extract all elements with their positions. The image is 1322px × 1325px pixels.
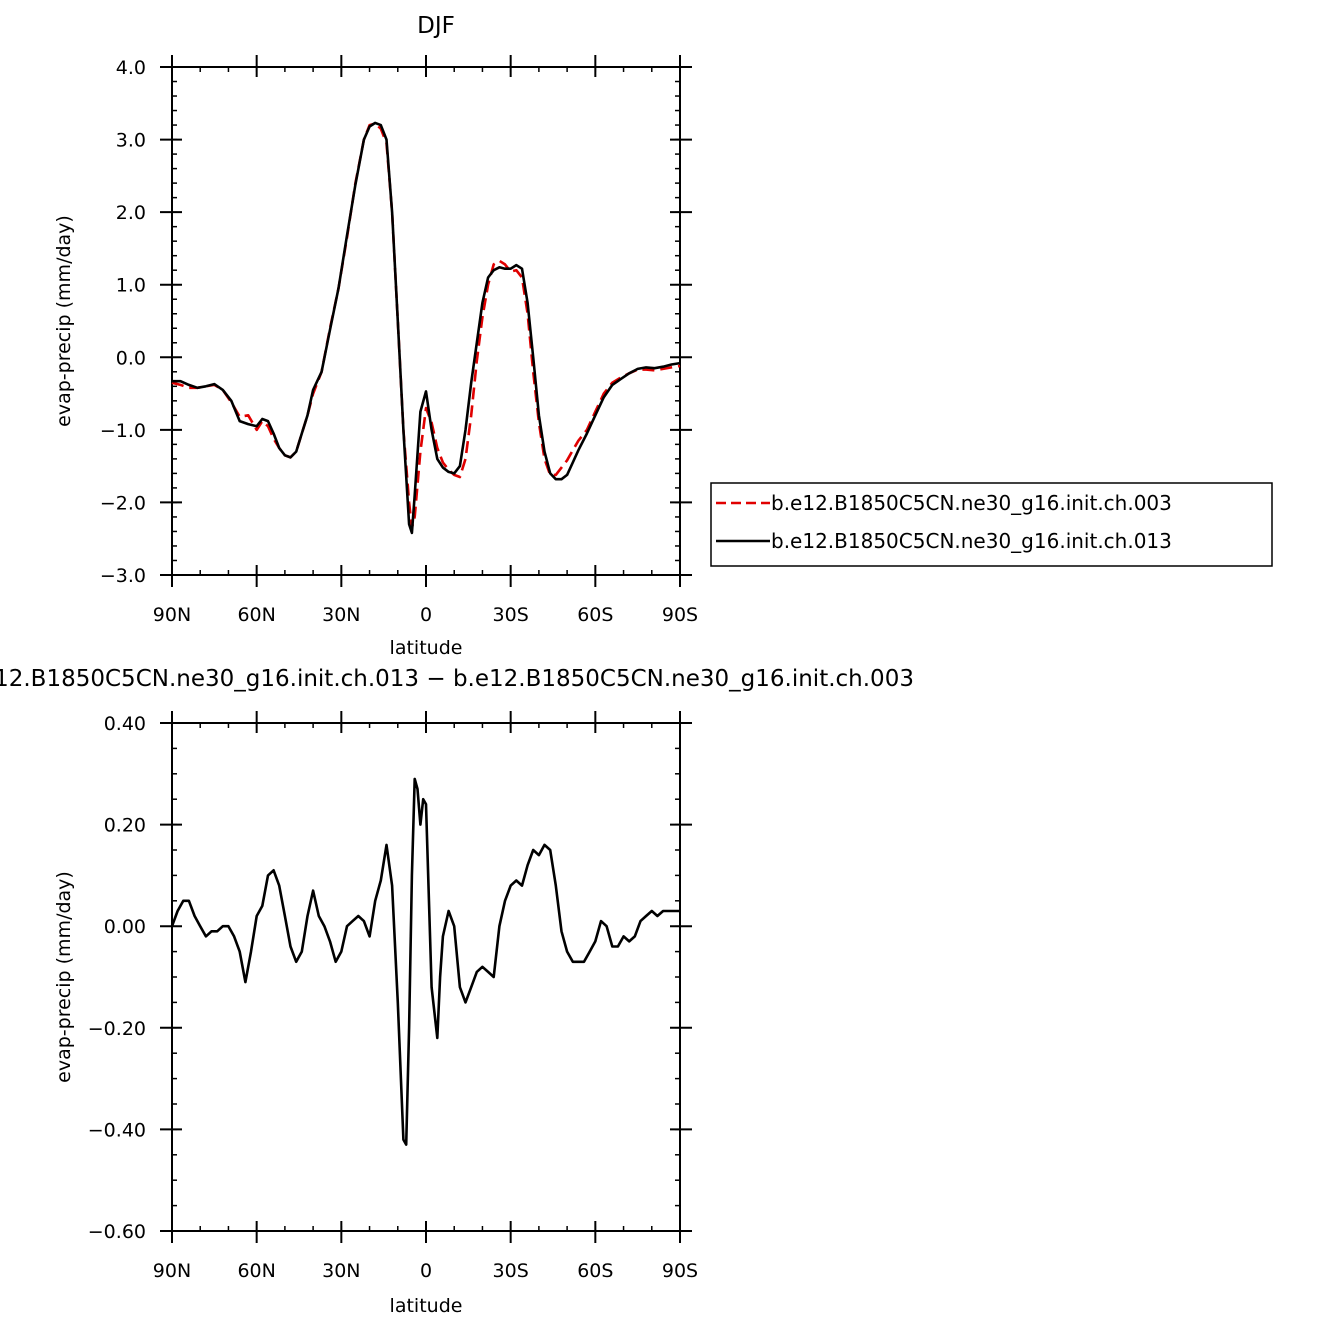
y-tick-label: 4.0 — [116, 57, 146, 79]
y-tick-label: 0.00 — [104, 916, 146, 938]
y-tick-label: 3.0 — [116, 130, 146, 152]
x-tick-label: 30S — [493, 1260, 529, 1282]
series-line-0 — [171, 122, 681, 530]
plot-frame — [171, 722, 681, 1232]
x-tick-label: 0 — [420, 604, 432, 626]
series-line-0 — [170, 777, 680, 1146]
x-tick-label: 60N — [237, 604, 275, 626]
x-tick-label: 60S — [577, 604, 613, 626]
chart-title: b.e12.B1850C5CN.ne30_g16.init.ch.013 − b… — [0, 666, 914, 692]
bottom-panel: b.e12.B1850C5CN.ne30_g16.init.ch.013 − b… — [0, 666, 914, 1317]
y-tick-label: −1.0 — [100, 420, 146, 442]
x-tick-label: 30N — [322, 1260, 360, 1282]
x-tick-label: 60N — [237, 1260, 275, 1282]
x-tick-label: 60S — [577, 1260, 613, 1282]
y-tick-label: −2.0 — [100, 492, 146, 514]
series-line-1 — [172, 121, 681, 535]
x-tick-label: 90S — [662, 604, 698, 626]
y-tick-label: −0.40 — [88, 1119, 146, 1141]
x-tick-label: 90S — [662, 1260, 698, 1282]
y-tick-label: 0.40 — [104, 713, 146, 735]
legend: b.e12.B1850C5CN.ne30_g16.init.ch.003 b.e1… — [710, 482, 1273, 567]
y-tick-label: 0.0 — [116, 347, 146, 369]
y-tick-label: −0.60 — [88, 1221, 146, 1243]
y-axis-label: evap-precip (mm/day) — [53, 215, 75, 427]
y-tick-label: −0.20 — [88, 1018, 146, 1040]
x-tick-label: 90N — [153, 1260, 191, 1282]
x-tick-label: 90N — [153, 604, 191, 626]
y-axis-label: evap-precip (mm/day) — [53, 871, 75, 1083]
plot-frame — [171, 66, 681, 576]
x-tick-label: 30S — [493, 604, 529, 626]
x-tick-label: 0 — [420, 1260, 432, 1282]
chart-title: DJF — [417, 13, 455, 39]
x-axis-label: latitude — [390, 637, 463, 659]
y-tick-label: 0.20 — [104, 815, 146, 837]
legend-box — [710, 482, 1273, 567]
legend-entry-1: b.e12.B1850C5CN.ne30_g16.init.ch.013 — [771, 529, 1172, 553]
top-panel: DJF latitude evap-precip (mm/day) −3.0 −2.0 −… — [53, 13, 698, 659]
x-axis-label: latitude — [390, 1295, 463, 1317]
y-tick-label: 2.0 — [116, 202, 146, 224]
y-tick-label: 1.0 — [116, 275, 146, 297]
y-tick-label: −3.0 — [100, 565, 146, 587]
x-tick-label: 30N — [322, 604, 360, 626]
legend-entry-0: b.e12.B1850C5CN.ne30_g16.init.ch.003 — [771, 491, 1172, 515]
